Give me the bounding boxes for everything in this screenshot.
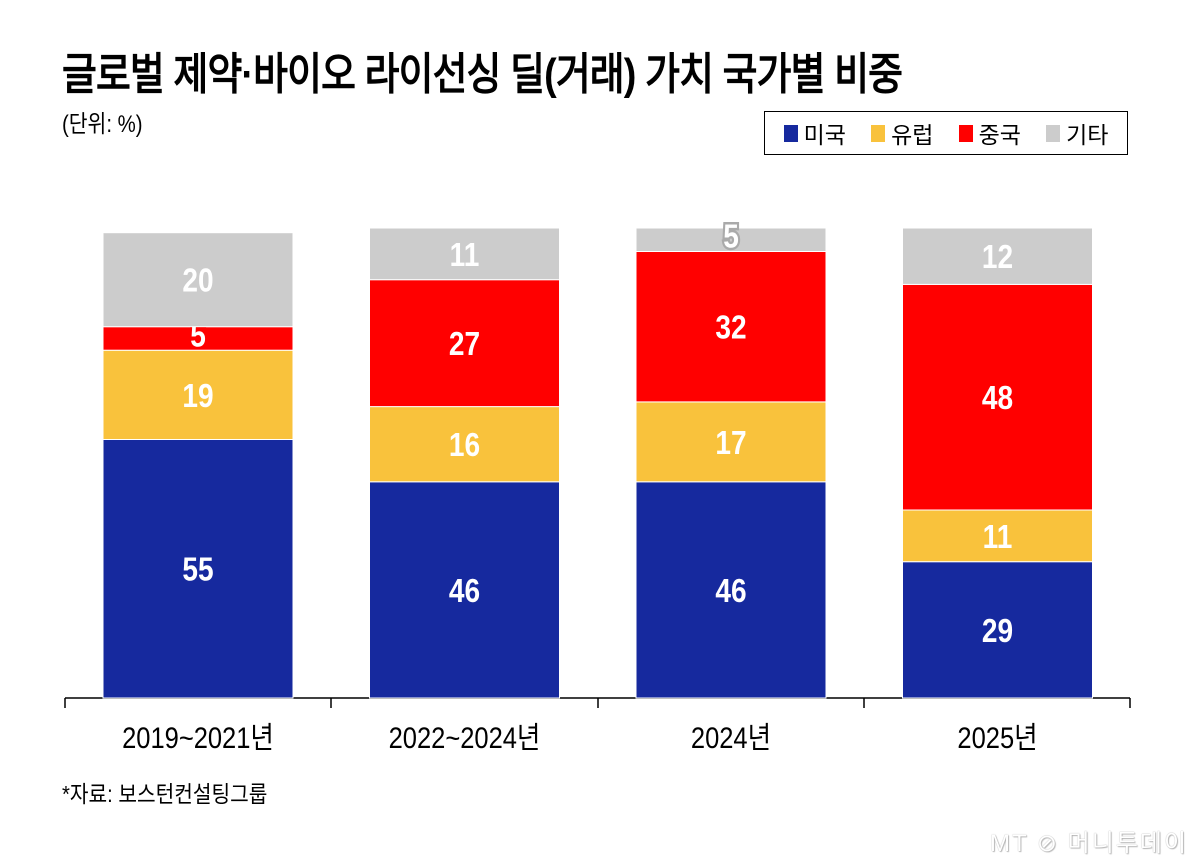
bar-segment-0 <box>102 439 294 699</box>
legend-item-us: 미국 <box>783 116 846 150</box>
x-tick-label: 2022~2024년 <box>389 721 541 754</box>
watermark-logo: MT ⊘ 머니투데이 <box>990 830 1189 857</box>
data-label: 32 <box>715 310 746 347</box>
bar-segment-1 <box>902 509 1093 563</box>
source-note: *자료: 보스턴컨설팅그룹 <box>62 781 268 807</box>
data-label: 55 <box>182 552 213 589</box>
legend-swatch <box>1046 124 1061 142</box>
bar-segment-3 <box>102 232 294 328</box>
data-label: 27 <box>449 326 480 363</box>
bar-segment-3 <box>635 227 827 252</box>
data-label: 11 <box>450 237 480 274</box>
data-label: 5 <box>723 219 739 256</box>
bar-segment-3 <box>902 227 1093 285</box>
data-label: 11 <box>983 519 1013 556</box>
legend-swatch <box>871 124 886 142</box>
bar-segment-0 <box>369 481 560 699</box>
bar-segment-0 <box>902 561 1093 699</box>
x-tick-label: 2019~2021년 <box>122 721 274 754</box>
bar-segment-1 <box>369 406 560 483</box>
bar-segment-2 <box>369 279 560 408</box>
legend-swatch <box>958 124 973 142</box>
legend-swatch <box>783 124 798 142</box>
data-label: 17 <box>715 425 746 462</box>
bar-segment-1 <box>102 349 294 441</box>
bar-segment-0 <box>635 481 827 699</box>
legend: 미국 유럽 중국 기타 <box>764 111 1128 155</box>
data-label: 16 <box>449 427 480 464</box>
bar-segment-2 <box>635 251 827 403</box>
legend-item-china: 중국 <box>958 116 1021 150</box>
bar-segment-2 <box>902 283 1093 511</box>
data-label: 20 <box>182 263 213 300</box>
data-label: 46 <box>449 573 480 610</box>
bar-segment-3 <box>369 227 560 281</box>
legend-item-europe: 유럽 <box>871 116 933 150</box>
unit-label: (단위: %) <box>62 111 143 138</box>
data-label: 19 <box>182 378 213 415</box>
data-label: 46 <box>715 573 746 610</box>
x-tick-label: 2025년 <box>957 721 1037 754</box>
chart-title: 글로벌 제약·바이오 라이선싱 딜(거래) 가치 국가별 비중 <box>62 50 903 99</box>
x-tick-label: 2024년 <box>691 721 771 754</box>
data-label: 29 <box>982 613 1013 650</box>
data-label: 12 <box>982 239 1013 276</box>
legend-item-other: 기타 <box>1046 116 1108 150</box>
data-label: 48 <box>982 380 1013 417</box>
